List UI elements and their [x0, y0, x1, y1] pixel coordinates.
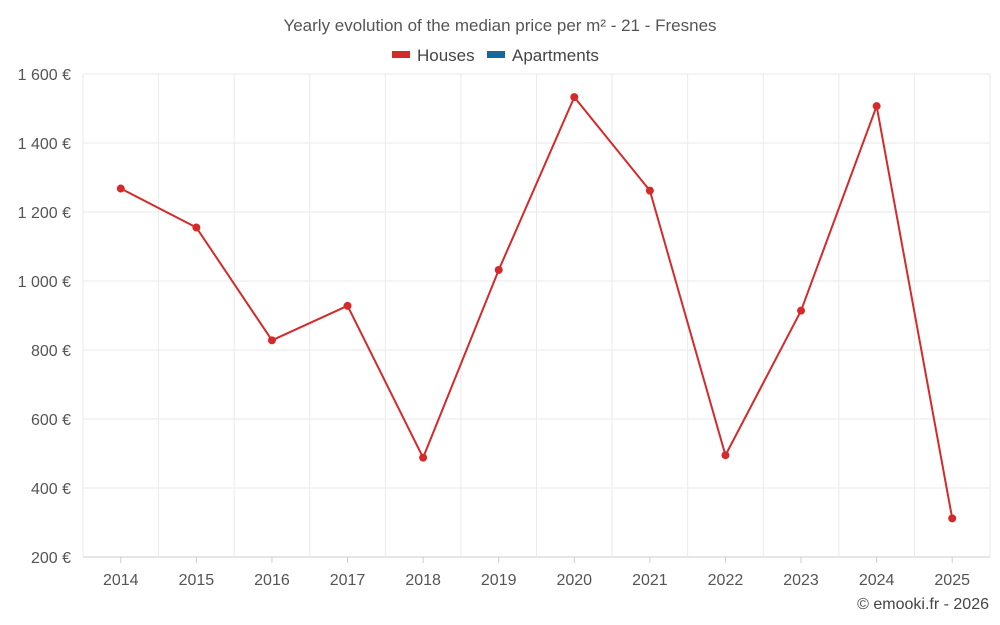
credit-text: © emooki.fr - 2026 — [857, 596, 989, 613]
legend-label-houses[interactable]: Houses — [417, 46, 475, 65]
data-point-houses[interactable] — [116, 184, 125, 193]
x-tick-label: 2017 — [330, 572, 366, 589]
y-tick-label: 800 € — [31, 343, 71, 360]
x-tick-label: 2019 — [481, 572, 517, 589]
data-point-houses[interactable] — [494, 265, 503, 274]
data-point-houses[interactable] — [343, 301, 352, 310]
y-tick-label: 1 000 € — [18, 274, 71, 291]
x-tick-label: 2015 — [179, 572, 215, 589]
data-point-houses[interactable] — [797, 306, 806, 315]
data-point-houses[interactable] — [267, 336, 276, 345]
y-tick-label: 200 € — [31, 550, 71, 567]
y-tick-label: 600 € — [31, 412, 71, 429]
data-point-houses[interactable] — [645, 186, 654, 195]
data-point-houses[interactable] — [419, 453, 428, 462]
x-tick-label: 2020 — [556, 572, 592, 589]
x-tick-label: 2018 — [405, 572, 441, 589]
y-tick-label: 1 600 € — [18, 67, 71, 84]
y-tick-label: 1 400 € — [18, 136, 71, 153]
legend-swatch-apartments — [487, 51, 505, 58]
series-line-houses — [120, 96, 954, 519]
series-layer — [116, 93, 957, 523]
data-point-houses[interactable] — [872, 102, 881, 111]
y-axis-labels: 200 € 400 € 600 € 800 € 1 000 € 1 200 € 1 400 … — [18, 67, 71, 567]
chart-legend: Houses Apartments — [392, 46, 599, 65]
x-tick-label: 2016 — [254, 572, 290, 589]
legend-swatch-houses — [392, 51, 410, 58]
data-point-houses[interactable] — [192, 223, 201, 232]
data-point-houses[interactable] — [721, 451, 730, 460]
legend-label-apartments[interactable]: Apartments — [512, 46, 599, 65]
x-tick-label: 2022 — [708, 572, 744, 589]
chart-title: Yearly evolution of the median price per… — [283, 16, 716, 35]
y-tick-label: 400 € — [31, 481, 71, 498]
y-tick-label: 1 200 € — [18, 205, 71, 222]
x-tick-label: 2024 — [859, 572, 895, 589]
data-point-houses[interactable] — [570, 93, 579, 102]
data-point-houses[interactable] — [948, 514, 957, 523]
x-tick-label: 2025 — [934, 572, 970, 589]
x-tick-label: 2014 — [103, 572, 139, 589]
grid-lines — [82, 73, 991, 558]
x-tick-label: 2021 — [632, 572, 668, 589]
x-tick-label: 2023 — [783, 572, 819, 589]
x-axis-labels: 2014 2015 2016 2017 2018 2019 2020 2021 2022 2023… — [103, 557, 970, 589]
